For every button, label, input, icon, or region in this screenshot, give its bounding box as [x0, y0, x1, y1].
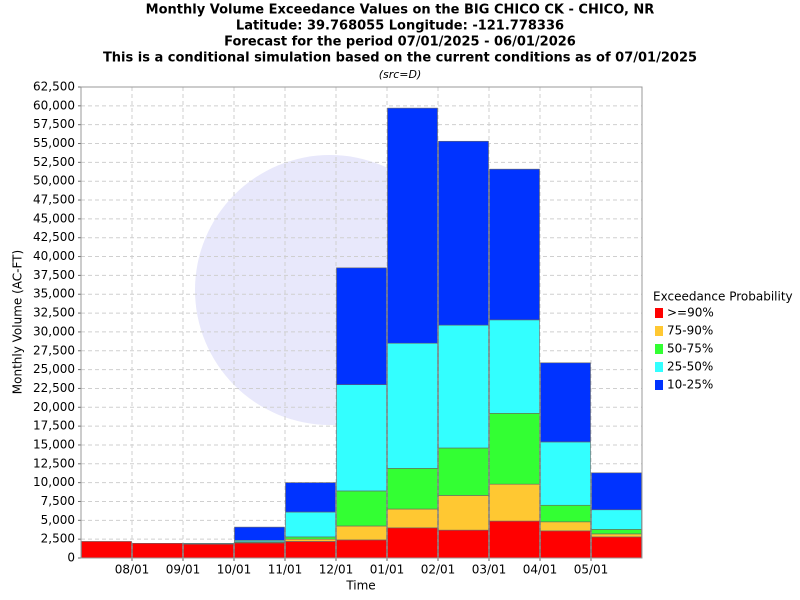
bar-segment [540, 504, 591, 523]
bar-segment [336, 267, 387, 385]
title-line: Monthly Volume Exceedance Values on the … [146, 3, 655, 18]
x-tick-label: 09/01 [166, 563, 201, 577]
bar-segment [387, 468, 438, 510]
y-tick-label: 50,000 [33, 174, 75, 188]
legend-title: Exceedance Probability [653, 290, 793, 304]
bar-segment [489, 413, 540, 485]
bar-segment [234, 542, 285, 559]
y-tick-label: 20,000 [33, 400, 75, 414]
y-tick-label: 5,000 [41, 513, 75, 527]
legend-label: 75-90% [667, 324, 713, 338]
subtitle: (src=D) [379, 68, 422, 81]
y-tick-label: 17,500 [33, 419, 75, 433]
y-tick-label: 25,000 [33, 362, 75, 376]
bar-segment [489, 168, 540, 321]
y-tick-label: 0 [67, 551, 75, 565]
bar-segment [234, 526, 285, 541]
bar-segment [285, 482, 336, 513]
legend-swatch [655, 344, 663, 354]
bar-segment [489, 483, 540, 522]
bar-segment [285, 511, 336, 538]
bar-segment [591, 472, 642, 511]
x-tick-label: 05/01 [574, 563, 609, 577]
legend-label: 50-75% [667, 342, 713, 356]
bar-segment [489, 319, 540, 414]
bar-segment [183, 543, 234, 559]
y-tick-label: 7,500 [41, 494, 75, 508]
bar-segment [387, 107, 438, 344]
bar-segment [438, 529, 489, 559]
bar-segment [183, 543, 234, 545]
legend-swatch [655, 308, 663, 318]
title-line: Forecast for the period 07/01/2025 - 06/… [224, 35, 576, 50]
y-tick-label: 62,500 [33, 80, 75, 94]
y-tick-label: 2,500 [41, 532, 75, 546]
x-tick-label: 03/01 [472, 563, 507, 577]
bar-segment [387, 527, 438, 559]
bar-segment [540, 530, 591, 559]
y-tick-label: 10,000 [33, 475, 75, 489]
legend-label: 10-25% [667, 378, 713, 392]
y-tick-label: 15,000 [33, 437, 75, 451]
bar-segment [81, 541, 132, 559]
y-tick-label: 35,000 [33, 287, 75, 301]
bar-segment [387, 508, 438, 529]
x-tick-label: 12/01 [319, 563, 354, 577]
title-line: Latitude: 39.768055 Longitude: -121.7783… [236, 19, 564, 34]
bar-segment [438, 447, 489, 496]
x-tick-label: 10/01 [217, 563, 252, 577]
x-tick-label: 01/01 [370, 563, 405, 577]
legend-label: >=90% [667, 306, 714, 320]
bar-segment [336, 525, 387, 541]
x-tick-label: 04/01 [523, 563, 558, 577]
y-tick-label: 60,000 [33, 98, 75, 112]
bar-segment [387, 342, 438, 469]
bar-segment [591, 533, 642, 538]
y-tick-label: 47,500 [33, 193, 75, 207]
bar-segment [540, 362, 591, 443]
y-tick-label: 22,500 [33, 381, 75, 395]
bar-segment [591, 536, 642, 559]
y-tick-label: 32,500 [33, 306, 75, 320]
plot-frame [80, 86, 643, 559]
bar-segment [591, 529, 642, 535]
bar-segment [438, 495, 489, 531]
bar-segment [336, 384, 387, 492]
y-tick-label: 57,500 [33, 117, 75, 131]
bar-segment [438, 140, 489, 326]
y-tick-label: 40,000 [33, 249, 75, 263]
x-tick-label: 11/01 [268, 563, 303, 577]
bar-segment [489, 520, 540, 559]
bar-segment [438, 324, 489, 449]
y-tick-label: 12,500 [33, 456, 75, 470]
bar-segment [336, 539, 387, 559]
x-axis-label: Time [345, 579, 375, 593]
bar-segment [540, 521, 591, 532]
bar-segment [540, 441, 591, 506]
x-tick-label: 08/01 [115, 563, 150, 577]
y-tick-label: 42,500 [33, 230, 75, 244]
legend-swatch [655, 380, 663, 390]
bar-segment [336, 490, 387, 527]
y-tick-label: 30,000 [33, 324, 75, 338]
y-tick-label: 27,500 [33, 343, 75, 357]
legend-swatch [655, 362, 663, 372]
title-line: This is a conditional simulation based o… [103, 51, 697, 66]
bar-segment [285, 541, 336, 559]
y-tick-label: 52,500 [33, 155, 75, 169]
bar-segment [285, 538, 336, 542]
y-axis-label: Monthly Volume (AC-FT) [11, 250, 25, 394]
bar-segment [132, 543, 183, 559]
y-tick-label: 37,500 [33, 268, 75, 282]
legend-swatch [655, 326, 663, 336]
bar-segment [591, 509, 642, 530]
bar-segment [285, 536, 336, 540]
legend-label: 25-50% [667, 360, 713, 374]
y-tick-label: 45,000 [33, 211, 75, 225]
x-tick-label: 02/01 [421, 563, 456, 577]
y-tick-label: 55,000 [33, 136, 75, 150]
